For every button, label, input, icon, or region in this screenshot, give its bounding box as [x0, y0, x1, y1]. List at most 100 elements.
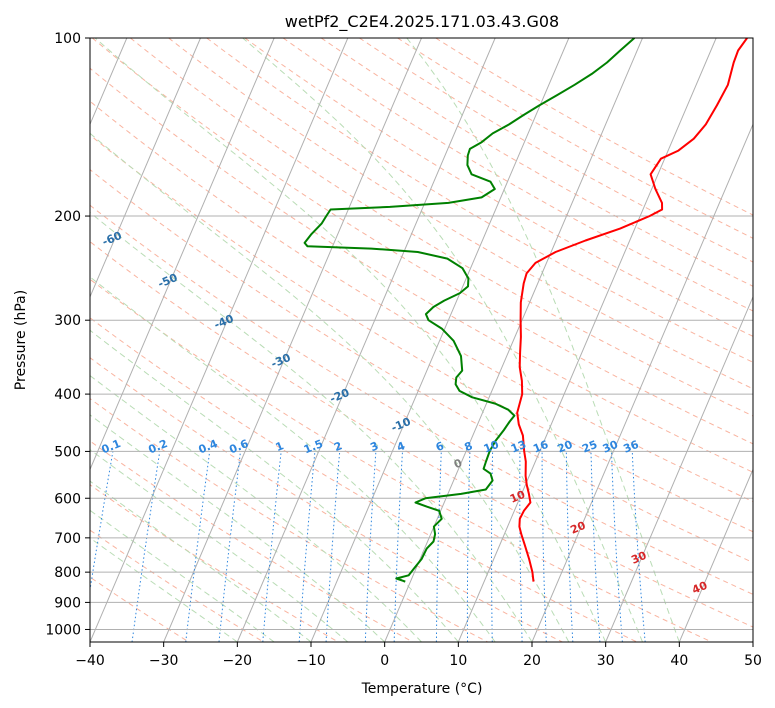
x-tick-label: −30: [149, 653, 179, 669]
background-lines: [90, 38, 753, 642]
moist-adiabat: [90, 329, 459, 642]
isotherm-label: 30: [629, 549, 648, 567]
series-line: [516, 38, 748, 582]
isotherm-label: -40: [212, 312, 236, 332]
y-tick-label: 700: [54, 531, 81, 547]
chart-title: wetPf2_C2E4.2025.171.03.43.G08: [285, 12, 559, 32]
x-tick-label: 40: [670, 653, 688, 669]
x-tick-label: 20: [523, 653, 541, 669]
moist-adiabat: [90, 375, 422, 642]
x-tick-label: 0: [380, 653, 389, 669]
dry-adiabat: [91, 38, 753, 445]
y-axis-label: Pressure (hPa): [13, 290, 29, 390]
isotherm: [384, 38, 643, 642]
moist-adiabat: [242, 38, 643, 642]
isotherm: [678, 468, 753, 642]
isotherm-label: -20: [328, 386, 352, 406]
isotherm: [90, 38, 201, 299]
isotherm: [605, 295, 753, 642]
mixing-ratio-line: [262, 451, 282, 642]
moist-adiabat: [90, 414, 386, 642]
dry-adiabat: [90, 484, 339, 642]
y-tick-label: 600: [54, 491, 81, 507]
mixing-ratio-line: [364, 451, 377, 642]
mixing-ratio-label: 2: [332, 439, 344, 454]
mixing-ratio-label: 25: [580, 438, 599, 456]
x-tick-label: −40: [75, 653, 105, 669]
isotherm-label: -50: [156, 271, 180, 291]
profile-lines: [303, 38, 748, 583]
x-tick-label: 30: [597, 653, 615, 669]
isotherm: [531, 123, 753, 642]
mixing-ratio-label: 0.6: [227, 437, 250, 456]
isotherm: [457, 38, 717, 642]
mixing-ratio-label: 16: [531, 438, 550, 456]
plot-frame: [89, 37, 754, 643]
moist-adiabat: [90, 211, 533, 642]
isotherm: [236, 38, 496, 642]
mixing-ratio-label: 1.5: [302, 437, 325, 456]
isotherm-label: -30: [269, 351, 293, 371]
dry-adiabat: [90, 398, 488, 642]
moist-adiabat: [90, 509, 275, 642]
moist-adiabat: [406, 38, 680, 642]
isotherm-label: -10: [389, 415, 413, 435]
x-axis-label: Temperature (°C): [361, 681, 483, 697]
dry-adiabat: [90, 440, 414, 642]
mixing-ratio-label: 10: [482, 438, 501, 456]
isotherm-label: -80: [0, 137, 16, 157]
moist-adiabat: [90, 276, 496, 642]
isotherm-label: -60: [100, 229, 124, 249]
mixing-ratio-line: [631, 451, 646, 642]
mixing-ratio-line: [131, 451, 161, 642]
dry-adiabat: [206, 38, 753, 363]
x-tick-label: −10: [296, 653, 326, 669]
dry-adiabat: [90, 278, 712, 642]
dry-adiabat: [359, 38, 753, 263]
isotherm-label: 10: [508, 488, 527, 506]
mixing-ratio-label: 0.2: [147, 437, 170, 456]
y-tick-label: 900: [54, 595, 81, 611]
dry-adiabat: [168, 38, 753, 390]
line-labels: -100-90-80-70-60-50-40-30-20-10010203040…: [0, 137, 710, 597]
mixing-ratio-line: [611, 451, 623, 642]
series-line: [303, 38, 636, 583]
y-tick-label: 200: [54, 209, 81, 225]
mixing-ratio-line: [218, 451, 241, 642]
mixing-ratio-label: 8: [463, 439, 475, 454]
isotherm: [310, 38, 570, 642]
dry-adiabat: [90, 241, 753, 628]
isotherm-label: 20: [568, 519, 587, 537]
dry-adiabat: [435, 38, 753, 216]
mixing-ratio-label: 20: [555, 438, 574, 456]
dry-adiabat: [90, 357, 563, 642]
dry-adiabat: [90, 529, 264, 642]
dry-adiabat: [90, 100, 753, 503]
y-tick-label: 500: [54, 444, 81, 460]
mixing-ratio-label: 3: [368, 439, 380, 454]
moist-adiabat: [90, 132, 570, 642]
moist-adiabat: [90, 480, 312, 642]
axes: −40 −30 −20 −10 0 10 20 30 40 50 100 200 300 400 500 60…: [45, 31, 762, 669]
x-tick-label: −20: [223, 653, 253, 669]
mixing-ratio-line: [90, 451, 114, 593]
dry-adiabat: [90, 67, 753, 473]
y-tick-label: 100: [54, 31, 81, 47]
mixing-ratio-line: [565, 451, 574, 642]
isotherm-label: -70: [45, 187, 69, 207]
isotherm: [90, 38, 275, 471]
y-tick-label: 300: [54, 313, 81, 329]
y-tick-label: 400: [54, 387, 81, 403]
mixing-ratio-label: 0.4: [197, 437, 220, 456]
mixing-ratio-label: 1: [274, 439, 286, 454]
mixing-ratio-label: 30: [601, 438, 620, 456]
isotherm: [752, 640, 753, 642]
dry-adiabat: [90, 317, 638, 642]
isotherm: [163, 38, 422, 642]
isotherm: [90, 38, 349, 642]
y-tick-label: 800: [54, 565, 81, 581]
mixing-ratio-label: 13: [509, 438, 528, 456]
mixing-ratio-label: 36: [622, 438, 641, 456]
x-tick-label: 50: [744, 653, 762, 669]
